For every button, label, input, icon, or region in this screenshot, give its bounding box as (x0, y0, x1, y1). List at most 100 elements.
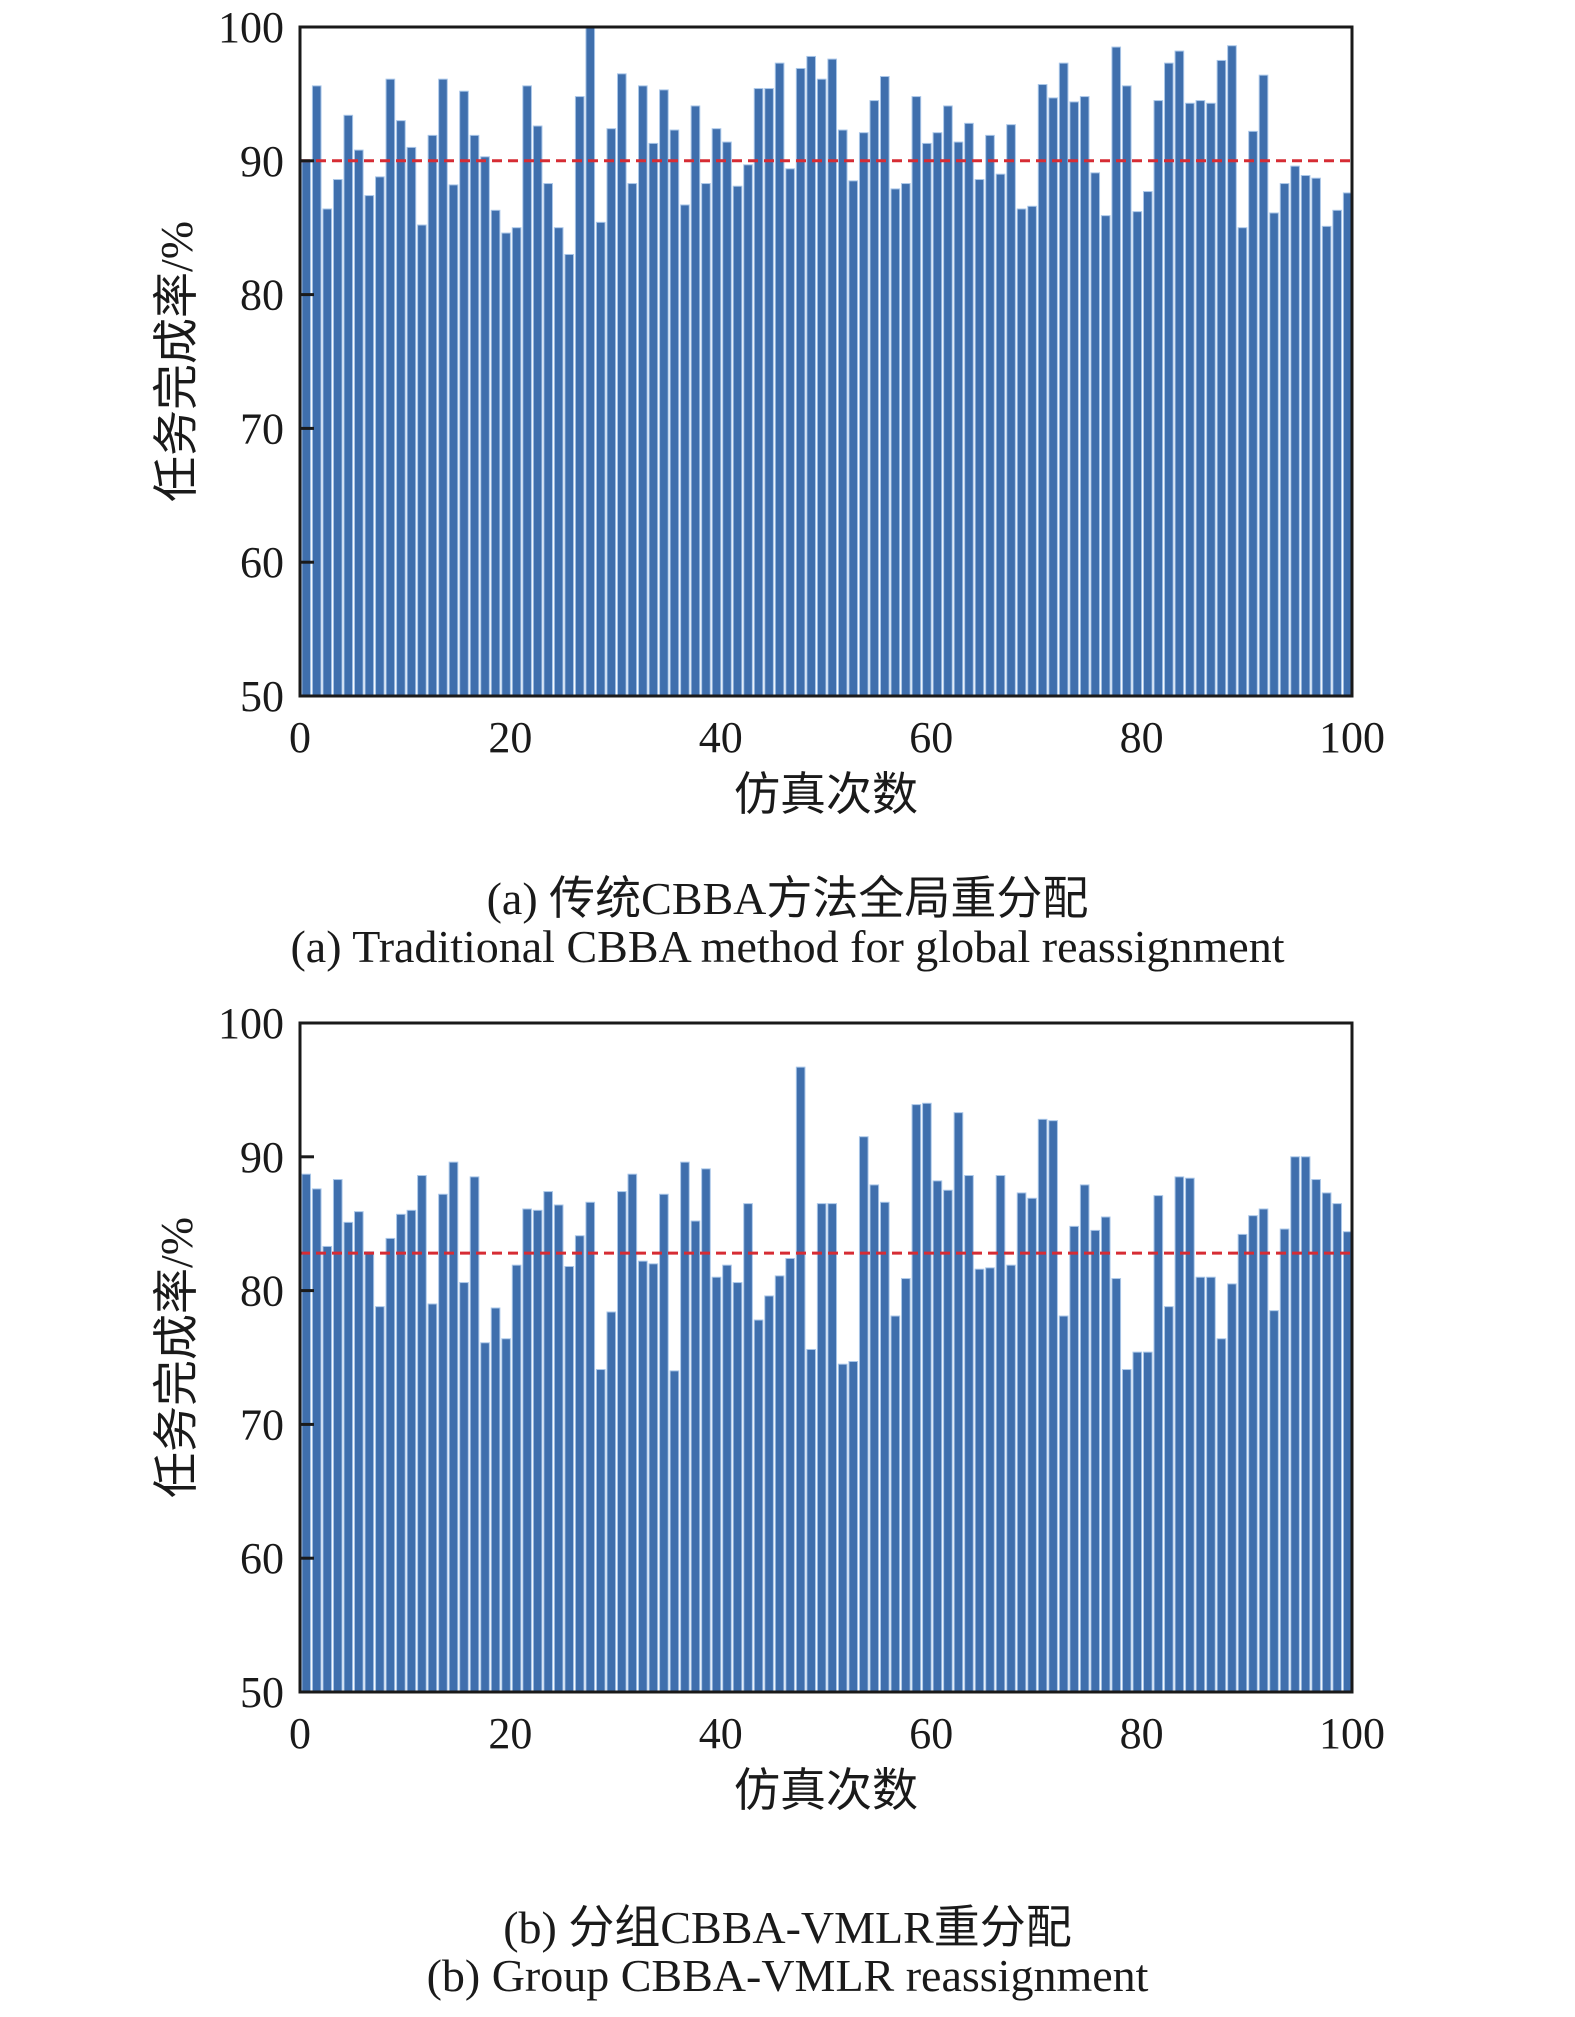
bar (1300, 175, 1311, 697)
bar (427, 1303, 438, 1693)
bar (459, 90, 469, 697)
bar (322, 208, 333, 697)
bar (1206, 102, 1216, 697)
x-tick-label: 40 (699, 1709, 743, 1758)
bar (943, 105, 953, 697)
bar (1142, 1351, 1153, 1693)
bar (1206, 1276, 1216, 1693)
bar (837, 129, 848, 697)
bar (858, 1136, 869, 1693)
x-tick-label: 20 (488, 713, 532, 762)
plot-frame (298, 1021, 1354, 1694)
bar (985, 134, 995, 697)
bar (669, 129, 680, 697)
bar (690, 105, 701, 697)
bar (1100, 1216, 1111, 1693)
bar (1090, 172, 1101, 697)
bar (1216, 59, 1227, 697)
bar (469, 134, 480, 697)
bar (1332, 1203, 1342, 1693)
bar (396, 1213, 406, 1693)
bar (753, 88, 764, 697)
bar (385, 1237, 396, 1693)
bar (827, 58, 838, 697)
bar (1185, 102, 1195, 697)
bar (385, 78, 396, 697)
bar (1048, 1120, 1058, 1693)
y-tick-label: 60 (240, 538, 284, 587)
x-axis-title: 仿真次数 (734, 1765, 918, 1816)
bar (553, 1204, 564, 1693)
bar (1258, 1208, 1269, 1693)
bar (795, 67, 806, 697)
bar (448, 1161, 459, 1693)
bar (606, 128, 617, 697)
bar (480, 1342, 490, 1693)
bar (1069, 1225, 1079, 1693)
bar (1237, 227, 1248, 697)
bar (501, 232, 511, 697)
plot-frame (298, 25, 1354, 698)
bar (627, 183, 638, 697)
bar (564, 1266, 575, 1693)
bar (1195, 1276, 1206, 1693)
bar (974, 179, 985, 697)
bar (964, 122, 974, 697)
bar (364, 195, 375, 697)
y-tick-label: 80 (240, 1267, 284, 1316)
bar (1058, 1315, 1069, 1693)
bar (901, 183, 911, 697)
bar (438, 1193, 448, 1693)
bar (953, 141, 964, 697)
bar (743, 164, 753, 697)
bar (501, 1338, 511, 1693)
bar (311, 1188, 322, 1693)
bar (648, 1263, 659, 1693)
bar-series (301, 1066, 1353, 1693)
chart-b: 50 60 70 80 90 100 0 20 40 60 80 100 任务完成率/% 仿真次数 (151, 999, 1385, 1816)
bar (1227, 1283, 1237, 1693)
bar (985, 1267, 995, 1693)
bar (480, 156, 490, 697)
bar (343, 114, 354, 697)
bar (1090, 1229, 1101, 1693)
bar (332, 179, 343, 697)
bar (669, 1370, 680, 1693)
bar (922, 1102, 932, 1693)
bar (1142, 191, 1153, 697)
bar (638, 1260, 648, 1693)
y-tick-label: 70 (240, 1400, 284, 1449)
bar (406, 1209, 417, 1693)
bar (774, 1275, 785, 1693)
bar (1164, 62, 1174, 697)
bar (974, 1268, 985, 1693)
bar (1174, 50, 1185, 697)
bar (869, 1184, 880, 1693)
bar (1279, 183, 1290, 697)
bar (1111, 46, 1122, 697)
caption-a-en: (a) Traditional CBBA method for global r… (290, 921, 1285, 972)
bar (1237, 1233, 1248, 1693)
bar (648, 142, 659, 697)
bar (690, 1220, 701, 1693)
bar (543, 183, 553, 697)
bar (816, 78, 827, 697)
bar (1290, 1156, 1300, 1693)
bar (943, 1189, 953, 1693)
bar (1027, 1197, 1037, 1693)
bar (1037, 1118, 1048, 1693)
chart-a: 50 60 70 80 90 100 0 20 40 60 80 100 任务完成率/% 仿真次数 (151, 3, 1385, 820)
y-tick-label: 70 (240, 404, 284, 453)
bar (1153, 1195, 1164, 1693)
bar (848, 1361, 859, 1693)
bar (1185, 1177, 1195, 1693)
bar (869, 100, 880, 697)
bar (1058, 62, 1069, 697)
y-axis: 50 60 70 80 90 100 (218, 3, 314, 721)
bar (816, 1203, 827, 1693)
y-tick-label: 90 (240, 1133, 284, 1182)
x-tick-label: 100 (1319, 1709, 1385, 1758)
bar (606, 1311, 617, 1693)
y-tick-label: 90 (240, 137, 284, 186)
bar (1258, 74, 1269, 697)
